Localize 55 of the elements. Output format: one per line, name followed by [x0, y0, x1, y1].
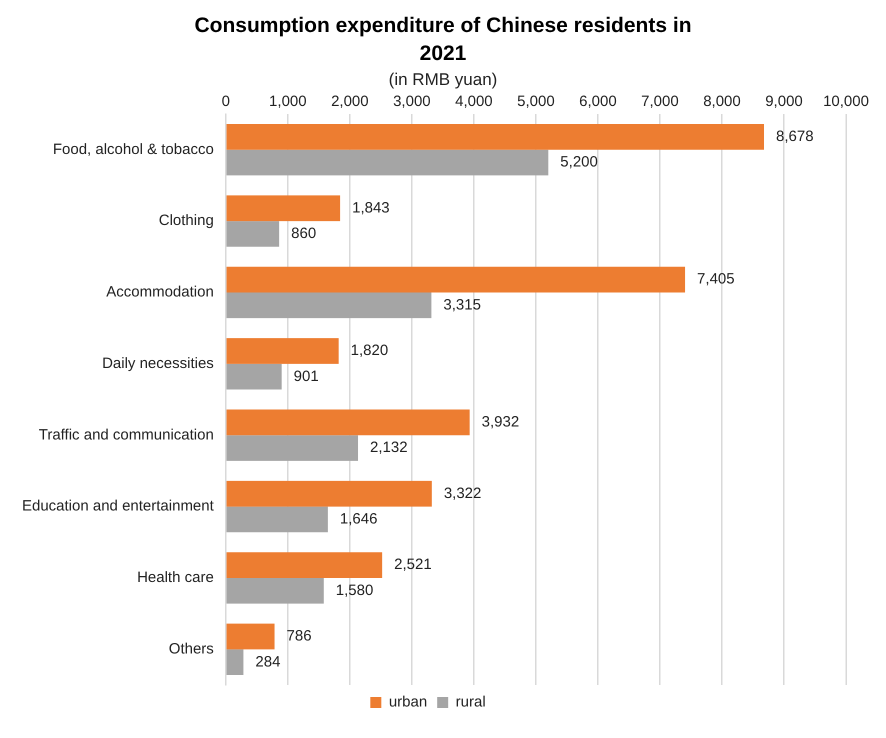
data-label: 1,820 — [350, 342, 388, 360]
y-tick-label: Clothing — [158, 212, 214, 230]
bar — [226, 266, 686, 292]
data-label: 860 — [291, 225, 316, 242]
bar — [226, 150, 548, 176]
bar — [226, 649, 244, 676]
y-tick-label: Accommodation — [106, 284, 214, 301]
data-label: 2,521 — [394, 556, 432, 574]
data-label: 1,580 — [336, 582, 374, 599]
data-label: 8,678 — [776, 128, 814, 145]
x-tick-label: 8,000 — [703, 93, 741, 110]
data-label: 1,843 — [352, 199, 390, 216]
y-tick-label: Traffic and communication — [38, 426, 214, 444]
bar — [226, 292, 432, 318]
bar — [226, 124, 764, 150]
data-label: 284 — [255, 653, 280, 670]
bar — [226, 409, 470, 436]
data-label: 3,315 — [443, 296, 481, 314]
x-tick-label: 1,000 — [269, 93, 307, 110]
data-label: 901 — [294, 368, 319, 385]
x-tick-label: 10,000 — [823, 93, 869, 110]
chart-title: Consumption expenditure of Chinese residents in 2021 — [193, 13, 693, 67]
bar — [226, 578, 324, 604]
legend-label: rural — [456, 694, 486, 711]
x-tick-label: 0 — [222, 93, 230, 110]
bar — [226, 506, 328, 532]
data-label: 1,646 — [340, 510, 378, 528]
y-tick-label: Food, alcohol & tobacco — [52, 140, 214, 158]
x-tick-label: 4,000 — [455, 93, 493, 110]
x-tick-label: 5,000 — [517, 93, 555, 110]
data-label: 7,405 — [697, 270, 735, 288]
bar — [226, 364, 282, 390]
bar — [226, 552, 382, 578]
bar — [226, 435, 358, 461]
y-tick-label: Daily necessities — [102, 354, 214, 372]
data-label: 3,322 — [444, 484, 482, 502]
bar — [226, 221, 280, 247]
y-tick-label: Health care — [137, 569, 214, 586]
x-tick-label: 2,000 — [331, 93, 369, 110]
y-tick-label: Others — [168, 640, 214, 658]
bar — [226, 480, 432, 507]
data-label: 5,200 — [560, 154, 598, 171]
bar — [226, 624, 275, 650]
chart-subtitle: (in RMB yuan) — [388, 70, 498, 90]
bar — [226, 338, 339, 364]
x-tick-label: 9,000 — [765, 93, 803, 110]
legend-label: urban — [388, 694, 428, 711]
data-label: 2,132 — [370, 439, 408, 456]
data-label: 786 — [286, 628, 312, 645]
bar — [226, 195, 340, 222]
y-tick-label: Education and entertainment — [22, 498, 215, 515]
data-label: 3,932 — [482, 413, 520, 430]
x-tick-label: 3,000 — [393, 93, 431, 110]
x-tick-label: 7,000 — [641, 93, 679, 110]
x-tick-label: 6,000 — [579, 93, 617, 110]
